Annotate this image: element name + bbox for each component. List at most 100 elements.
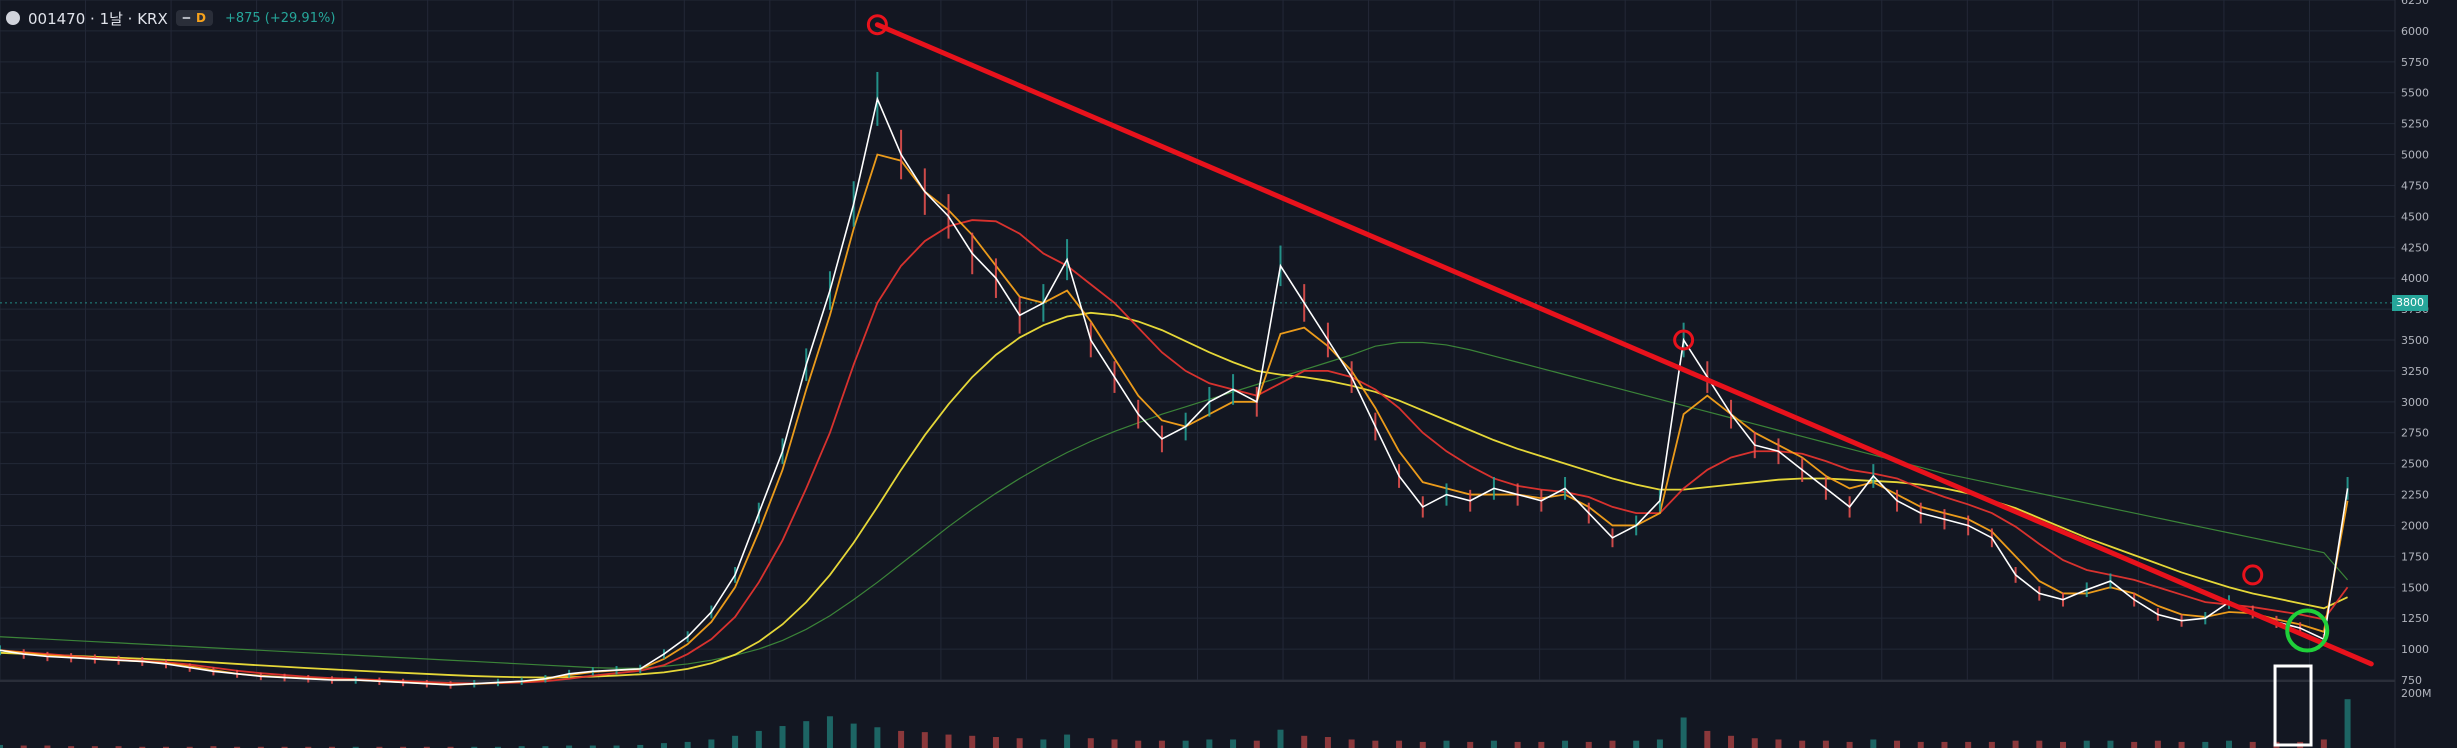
- volume-bar: [20, 745, 27, 748]
- price-axis-tick: 2750: [2401, 427, 2429, 440]
- volume-bar: [1372, 740, 1379, 748]
- volume-bar: [708, 739, 715, 748]
- volume-bar: [945, 734, 952, 748]
- volume-bar: [1775, 739, 1782, 748]
- price-axis-tick: 5500: [2401, 87, 2429, 100]
- resistance-trendline: [874, 22, 2374, 667]
- volume-bar: [1396, 740, 1403, 748]
- volume-bar: [1941, 741, 1948, 748]
- volume-bar: [1490, 740, 1497, 748]
- volume-bar: [2344, 699, 2351, 748]
- symbol-title[interactable]: 001470 · 1날 · KRX: [28, 9, 168, 28]
- price-line: [0, 96, 2349, 686]
- volume-bar: [2060, 741, 2067, 748]
- volume-bar: [803, 721, 810, 748]
- price-axis-tick: 3000: [2401, 396, 2429, 409]
- volume-bar: [1206, 739, 1213, 748]
- volume-bar: [850, 723, 857, 748]
- volume-bar: [1040, 739, 1047, 748]
- volume-bar: [400, 746, 407, 748]
- breakout-circle: [2285, 608, 2330, 653]
- volume-bar: [494, 746, 501, 748]
- volume-bar: [1348, 739, 1355, 748]
- price-axis-tick: 3500: [2401, 334, 2429, 347]
- volume-bar: [423, 746, 430, 748]
- volume-bar: [471, 746, 478, 748]
- price-axis-tick: 6250: [2401, 0, 2429, 7]
- volume-bar: [1514, 741, 1521, 748]
- volume-bar: [1419, 741, 1426, 748]
- timeframe-badge[interactable]: ━ D: [175, 10, 213, 26]
- price-axis-tick: 1750: [2401, 550, 2429, 563]
- volume-bar: [1680, 717, 1687, 748]
- price-axis-tick: 6000: [2401, 25, 2429, 38]
- volume-bar: [115, 746, 122, 748]
- volume-bar: [1728, 735, 1735, 748]
- volume-bar: [2107, 740, 2114, 748]
- volume-bar: [2178, 741, 2185, 748]
- volume-bar: [1870, 739, 1877, 748]
- volume-bar: [874, 727, 881, 748]
- ma-green-line: [0, 341, 2349, 669]
- volume-bar: [162, 746, 169, 748]
- volume-bar: [637, 744, 644, 748]
- volume-bar: [1704, 730, 1711, 748]
- volume-bar: [1158, 740, 1165, 748]
- volume-bar: [1277, 729, 1284, 748]
- price-axis-tick: 750: [2401, 674, 2422, 687]
- price-axis-tick: 4750: [2401, 179, 2429, 192]
- volume-highlight-box: [2273, 664, 2313, 747]
- volume-bar: [1656, 739, 1663, 748]
- chart-header: 001470 · 1날 · KRX ━ D +875 (+29.91%): [6, 6, 335, 30]
- volume-bar: [1917, 741, 1924, 748]
- volume-bar: [1609, 740, 1616, 748]
- volume-bar: [2320, 739, 2327, 748]
- price-axis-tick: 2250: [2401, 489, 2429, 502]
- volume-bar: [732, 735, 739, 748]
- symbol-logo-icon: [6, 11, 20, 25]
- volume-bar: [542, 746, 549, 748]
- price-axis-tick: 4500: [2401, 210, 2429, 223]
- volume-bar: [1324, 737, 1331, 748]
- volume-bar: [1016, 738, 1023, 748]
- price-axis-tick: 1000: [2401, 643, 2429, 656]
- price-axis-tick: 5000: [2401, 149, 2429, 162]
- volume-bar: [447, 746, 454, 748]
- price-axis-tick: 2000: [2401, 519, 2429, 532]
- last-price-tag: 3800: [2392, 294, 2428, 311]
- price-axis-tick: 1500: [2401, 581, 2429, 594]
- volume-bar: [1894, 740, 1901, 748]
- ma-orange-line: [0, 153, 2349, 686]
- volume-bar: [1965, 741, 1972, 748]
- volume-bar: [328, 746, 335, 748]
- volume-bar: [139, 746, 146, 748]
- volume-bar: [68, 746, 75, 748]
- volume-bar: [518, 746, 525, 748]
- volume-bar: [2249, 741, 2256, 748]
- volume-bar: [2131, 741, 2138, 748]
- volume-bar: [826, 716, 833, 748]
- volume-bar: [2083, 740, 2090, 748]
- price-axis-tick: 5750: [2401, 56, 2429, 69]
- ma-yellow-line: [0, 311, 2348, 679]
- volume-bar: [566, 745, 573, 748]
- volume-bar: [376, 746, 383, 748]
- volume-bar: [257, 746, 264, 748]
- ma-red-line: [0, 219, 2349, 685]
- volume-bar: [186, 746, 193, 748]
- volume-bar: [1182, 740, 1189, 748]
- volume-bar: [992, 737, 999, 748]
- volume-bar: [1253, 740, 1260, 748]
- volume-bar: [1822, 740, 1829, 748]
- volume-bar: [1301, 735, 1308, 748]
- price-axis-tick: 4000: [2401, 272, 2429, 285]
- volume-bar: [660, 743, 667, 748]
- price-axis-tick: 2500: [2401, 458, 2429, 471]
- volume-bar: [589, 745, 596, 748]
- price-axis-tick: 4250: [2401, 241, 2429, 254]
- price-change: +875 (+29.91%): [224, 10, 336, 26]
- volume-bar: [2202, 741, 2209, 748]
- volume-bar: [969, 735, 976, 748]
